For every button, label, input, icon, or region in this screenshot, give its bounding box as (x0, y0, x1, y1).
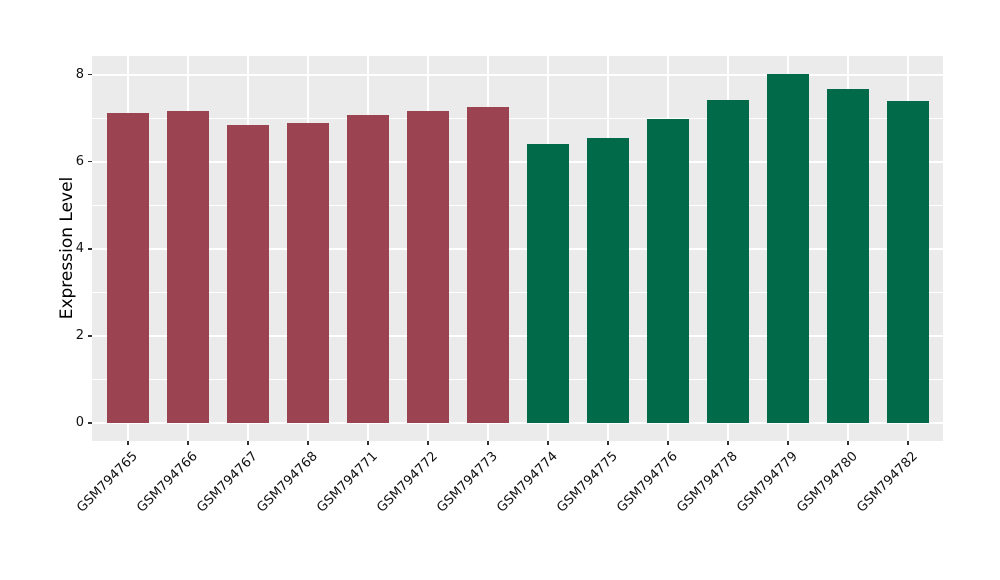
x-tick-mark (787, 441, 789, 445)
bar-GSM794773 (467, 106, 509, 423)
y-tick-label: 8 (75, 66, 84, 82)
h-gridline-minor (92, 291, 943, 293)
x-tick-mark (127, 441, 129, 445)
h-gridline-minor (92, 204, 943, 206)
x-tick-mark (847, 441, 849, 445)
y-tick-mark (88, 73, 92, 76)
y-tick-label: 4 (75, 240, 84, 256)
x-tick-label-GSM794778: GSM794778 (674, 449, 741, 516)
y-tick-label: 2 (75, 327, 84, 343)
bar-GSM794780 (827, 88, 869, 423)
x-tick-mark (547, 441, 549, 445)
bar-GSM794765 (107, 113, 149, 423)
y-tick-label: 0 (75, 415, 84, 430)
y-tick-mark (88, 248, 92, 250)
x-tick-label-GSM794780: GSM794780 (794, 449, 861, 516)
x-tick-mark (487, 441, 489, 445)
x-tick-mark (907, 441, 909, 445)
y-tick-mark (88, 160, 92, 163)
x-tick-label-GSM794775: GSM794775 (554, 449, 621, 516)
h-gridline-major (92, 160, 943, 163)
x-tick-mark (187, 441, 189, 445)
y-tick-mark (88, 422, 92, 424)
bar-GSM794776 (647, 119, 689, 423)
x-tick-label-GSM794782: GSM794782 (854, 449, 921, 516)
h-gridline-major (92, 422, 943, 424)
x-tick-mark (307, 441, 309, 445)
h-gridline-minor (92, 117, 943, 119)
bar-GSM794767 (227, 125, 269, 423)
x-tick-label-GSM794765: GSM794765 (74, 449, 141, 516)
x-tick-mark (727, 441, 729, 445)
h-gridline-major (92, 334, 943, 337)
x-tick-label-GSM794767: GSM794767 (194, 449, 261, 516)
bar-GSM794775 (587, 138, 629, 423)
bar-GSM794771 (347, 115, 389, 423)
bar-GSM794768 (287, 123, 329, 423)
x-tick-mark (367, 441, 369, 445)
x-tick-label-GSM794772: GSM794772 (374, 449, 441, 516)
bar-GSM794766 (167, 111, 209, 423)
y-tick-mark (88, 335, 92, 337)
bar-GSM794778 (707, 99, 749, 423)
bar-GSM794782 (887, 101, 929, 423)
y-tick-label: 6 (75, 153, 84, 169)
h-gridline-major (92, 73, 943, 76)
chart-panel (92, 56, 943, 441)
x-tick-mark (607, 441, 609, 445)
x-tick-label-GSM794774: GSM794774 (494, 449, 561, 516)
h-gridline-minor (92, 378, 943, 380)
bar-GSM794774 (527, 144, 569, 423)
bar-GSM794779 (767, 73, 809, 423)
x-tick-mark (667, 441, 669, 445)
x-tick-label-GSM794773: GSM794773 (434, 449, 501, 516)
x-tick-label-GSM794779: GSM794779 (734, 449, 801, 516)
bar-GSM794772 (407, 111, 449, 423)
x-tick-mark (427, 441, 429, 445)
x-tick-label-GSM794766: GSM794766 (134, 449, 201, 516)
x-tick-mark (247, 441, 249, 445)
h-gridline-major (92, 247, 943, 250)
x-tick-label-GSM794768: GSM794768 (254, 449, 321, 516)
x-tick-label-GSM794771: GSM794771 (314, 449, 381, 516)
x-tick-label-GSM794776: GSM794776 (614, 449, 681, 516)
